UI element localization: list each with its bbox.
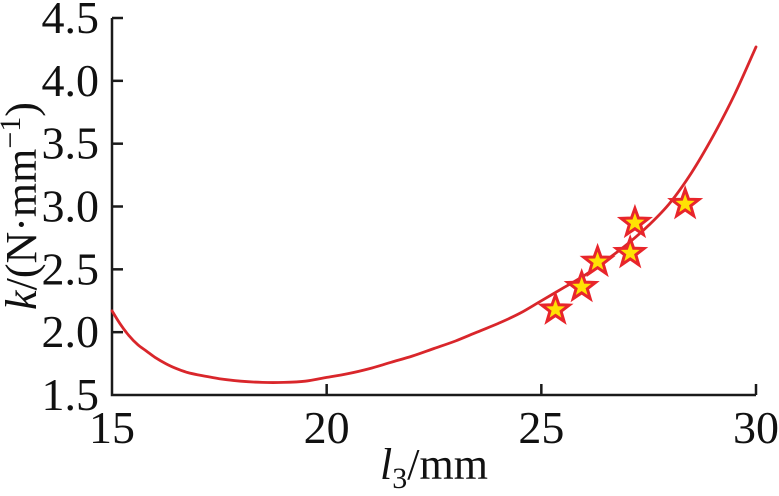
axis-lines [110,18,756,397]
y-tick-label: 2.5 [42,243,100,294]
y-tick-label: 4.0 [42,55,100,106]
y-axis-symbol: k [0,289,46,310]
x-tick-label: 30 [733,402,779,453]
y-axis-unit-prefix: /(N·mm [0,149,46,291]
series-group [110,45,758,384]
axes-group [110,16,758,397]
x-tick-label: 15 [89,402,135,453]
fitted-curve [110,45,758,384]
y-tick-label: 1.5 [42,369,100,420]
data-point-star [616,203,653,239]
data-point-star [537,290,574,325]
tick-labels-group: 15 20 25 30 1.5 2.0 2.5 3.0 3.5 4.0 4.5 [42,0,779,453]
x-axis-subscript: 3 [392,462,407,495]
data-point-star [563,267,600,303]
data-point-star [579,242,616,278]
x-axis-symbol: l [380,440,392,489]
x-tick-label: 25 [518,402,564,453]
y-tick-label: 3.5 [42,118,100,169]
y-tick-label: 2.0 [42,306,100,357]
x-axis-unit: /mm [407,440,488,489]
x-axis-label: l3/mm [380,440,488,495]
y-tick-label: 3.0 [42,181,100,232]
y-axis-superscript: −1 [0,117,27,149]
data-point-star [612,234,649,269]
y-axis-label: k/(N·mm−1) [0,102,46,310]
x-tick-label: 20 [304,402,350,453]
y-axis-unit-suffix: ) [0,102,46,117]
y-tick-label: 4.5 [42,0,100,43]
data-point-star [667,185,704,220]
